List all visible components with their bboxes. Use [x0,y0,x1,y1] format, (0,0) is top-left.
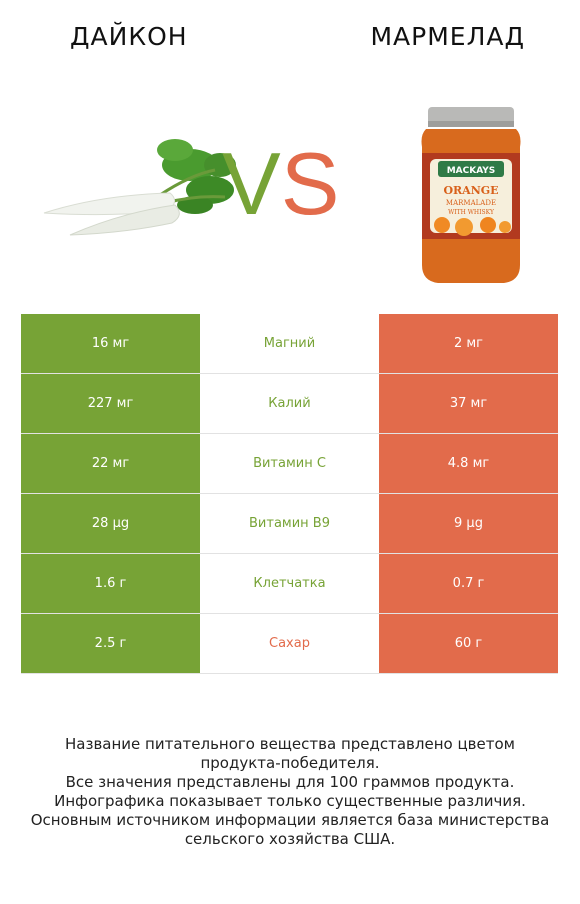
footer-line: Все значения представлены для 100 граммо… [65,773,515,791]
right-product-title: МАРМЕЛАД [370,22,525,51]
left-value-cell: 1.6 г [21,553,200,614]
table-row: 22 мг Витамин C 4.8 мг [21,433,558,494]
left-value-cell: 227 мг [21,373,200,434]
table-row: 227 мг Калий 37 мг [21,373,558,434]
vs-v-letter: V [222,134,281,233]
right-value-cell: 60 г [379,613,558,674]
table-row: 1.6 г Клетчатка 0.7 г [21,553,558,614]
marmalade-jar-image: MACKAYS ORANGE MARMALADE WITH WHISKY [421,107,521,283]
nutrient-name: Калий [268,396,311,411]
left-value-cell: 2.5 г [21,613,200,674]
right-value-cell: 0.7 г [379,553,558,614]
jar-line1: ORANGE [443,184,498,197]
nutrient-name-cell: Калий [200,373,379,434]
nutrient-name: Витамин C [253,456,326,471]
footer-line: Инфографика показывает только существенн… [54,792,526,810]
comparison-table: 16 мг Магний 2 мг 227 мг Калий 37 мг 22 мг Вита… [21,314,558,674]
nutrient-name: Сахар [269,636,310,651]
footer-line: Название питательного вещества представл… [65,735,515,753]
nutrient-name: Магний [263,336,316,351]
right-value-cell: 2 мг [379,314,558,374]
footer-line: Основным источником информации является … [30,811,550,829]
nutrient-name-cell: Витамин B9 [200,493,379,554]
jar-brand: MACKAYS [447,166,496,176]
nutrient-name: Витамин B9 [249,516,330,531]
vs-s-letter: S [280,134,340,233]
nutrient-name-cell: Витамин C [200,433,379,494]
nutrient-name-cell: Клетчатка [200,553,379,614]
left-product-title: ДАЙКОН [70,22,188,51]
footer-note: Название питательного вещества представл… [20,735,560,849]
daikon-image [43,139,236,236]
table-row: 28 µg Витамин B9 9 µg [21,493,558,554]
jar-line2: MARMALADE [446,199,496,207]
nutrient-name: Клетчатка [253,576,326,591]
table-row: 2.5 г Сахар 60 г [21,613,558,674]
nutrient-name-cell: Сахар [200,613,379,674]
left-value-cell: 16 мг [21,314,200,374]
left-value-cell: 22 мг [21,433,200,494]
right-value-cell: 37 мг [379,373,558,434]
left-value-cell: 28 µg [21,493,200,554]
footer-line: сельского хозяйства США. [184,830,396,848]
nutrient-name-cell: Магний [200,314,379,374]
right-value-cell: 4.8 мг [379,433,558,494]
versus-label: VS [222,140,339,228]
footer-line: продукта-победителя. [200,754,380,772]
right-value-cell: 9 µg [379,493,558,554]
table-row: 16 мг Магний 2 мг [21,314,558,374]
jar-line3: WITH WHISKY [448,209,495,216]
